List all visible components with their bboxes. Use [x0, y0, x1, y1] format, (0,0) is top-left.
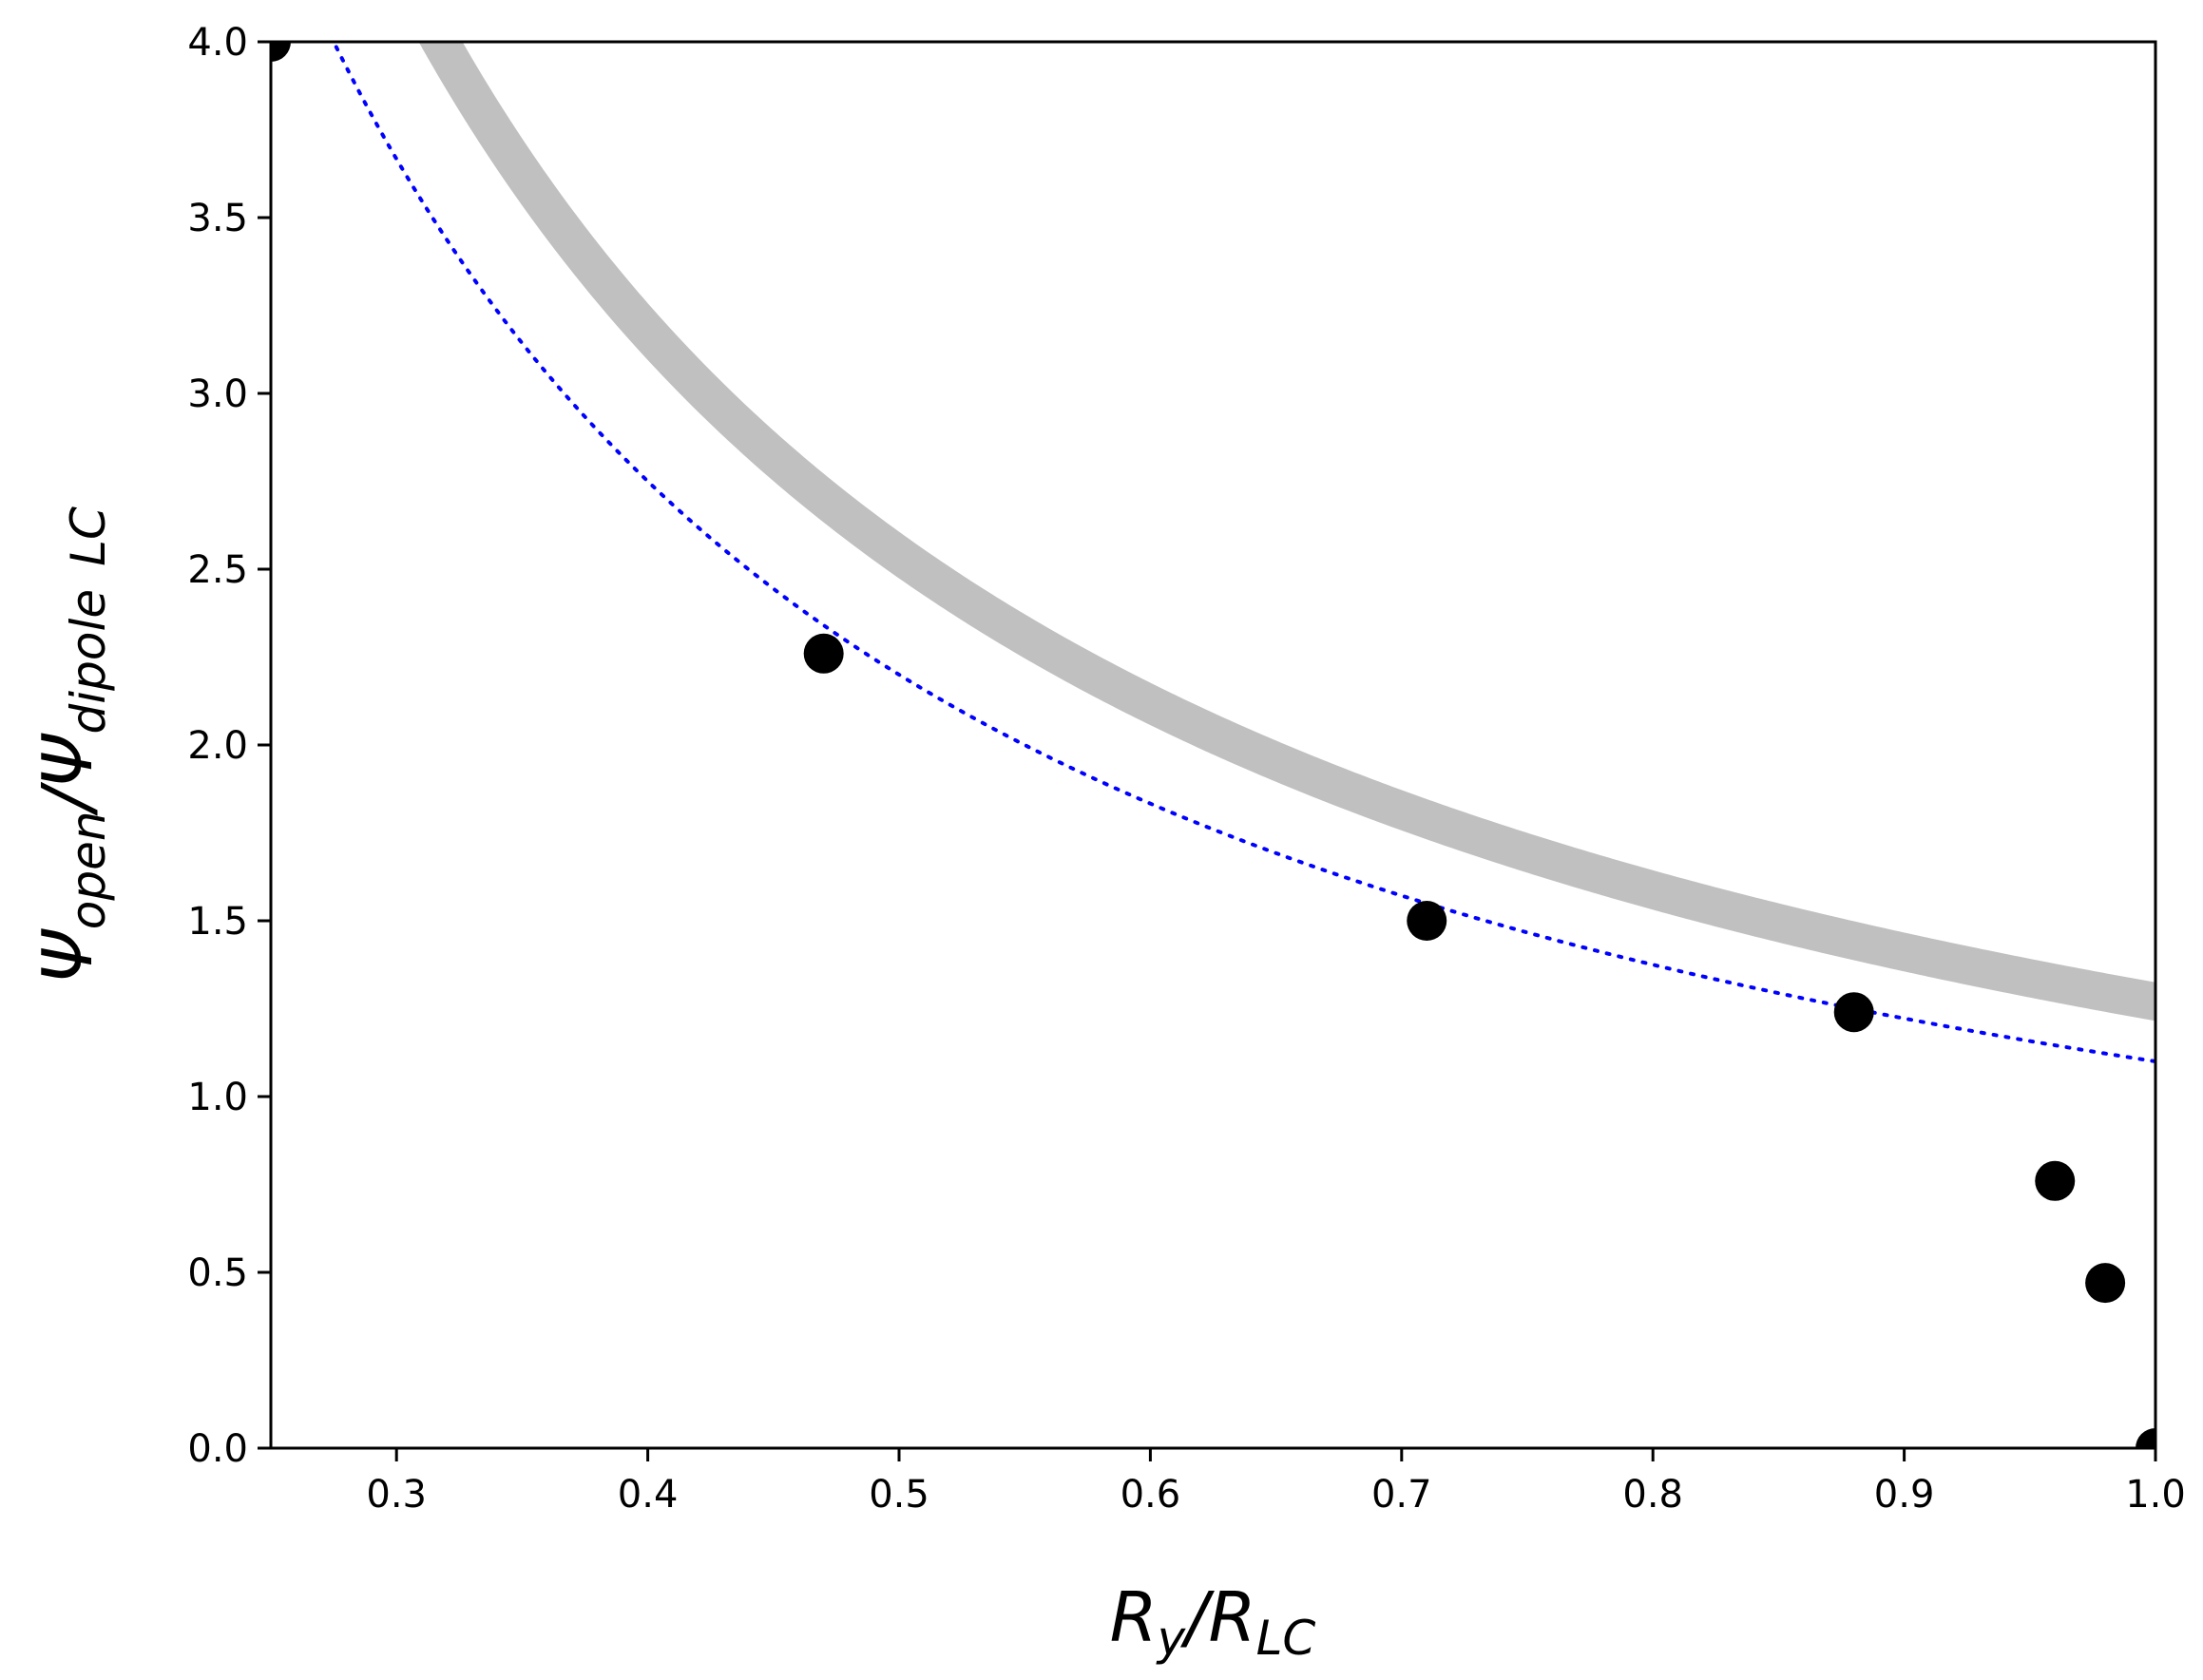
- y-tick-label-2: 1.0: [187, 1076, 248, 1119]
- data-point-1: [271, 42, 291, 62]
- x-tick-label-7: 1.0: [2125, 1473, 2186, 1517]
- y-tick-label-7: 3.5: [187, 197, 248, 240]
- x-tick-label-5: 0.8: [1622, 1473, 1683, 1517]
- x-tick-label-2: 0.5: [869, 1473, 929, 1517]
- x-axis-ticks: 0.3 0.4 0.5 0.6 0.7 0.8 0.9 1.0: [366, 1448, 2186, 1517]
- y-axis-label: Ψopen/ΨdipoleLC: [28, 506, 116, 983]
- data-point-4: [1833, 992, 1874, 1033]
- y-tick-label-1: 0.5: [187, 1251, 248, 1295]
- points-layer: [271, 42, 2155, 1448]
- y-axis-ticks: 0.0 0.5 1.0 1.5 2.0 2.5 3.0 3.5 4.0: [187, 21, 271, 1471]
- x-tick-label-4: 0.7: [1371, 1473, 1432, 1517]
- blue-dotted-curve: [331, 42, 2155, 1064]
- x-axis-label: Ry/RLC: [1110, 1577, 1316, 1666]
- y-tick-label-3: 1.5: [187, 900, 248, 944]
- data-point-6: [2085, 1263, 2126, 1304]
- y-tick-label-0: 0.0: [187, 1427, 248, 1471]
- x-tick-label-0: 0.3: [366, 1473, 427, 1517]
- data-point-3: [1407, 901, 1447, 941]
- y-tick-label-4: 2.0: [187, 724, 248, 768]
- data-point-7: [2136, 1428, 2155, 1448]
- y-tick-label-6: 3.0: [187, 372, 248, 416]
- curves-layer: [331, 42, 2155, 1064]
- x-tick-label-1: 0.4: [618, 1473, 679, 1517]
- data-point-2: [803, 633, 844, 674]
- x-tick-label-3: 0.6: [1121, 1473, 1181, 1517]
- x-tick-label-6: 0.9: [1874, 1473, 1935, 1517]
- y-tick-label-8: 4.0: [187, 21, 248, 65]
- gray-band-curve: [418, 42, 2155, 1021]
- data-point-5: [2035, 1160, 2076, 1201]
- y-tick-label-5: 2.5: [187, 548, 248, 592]
